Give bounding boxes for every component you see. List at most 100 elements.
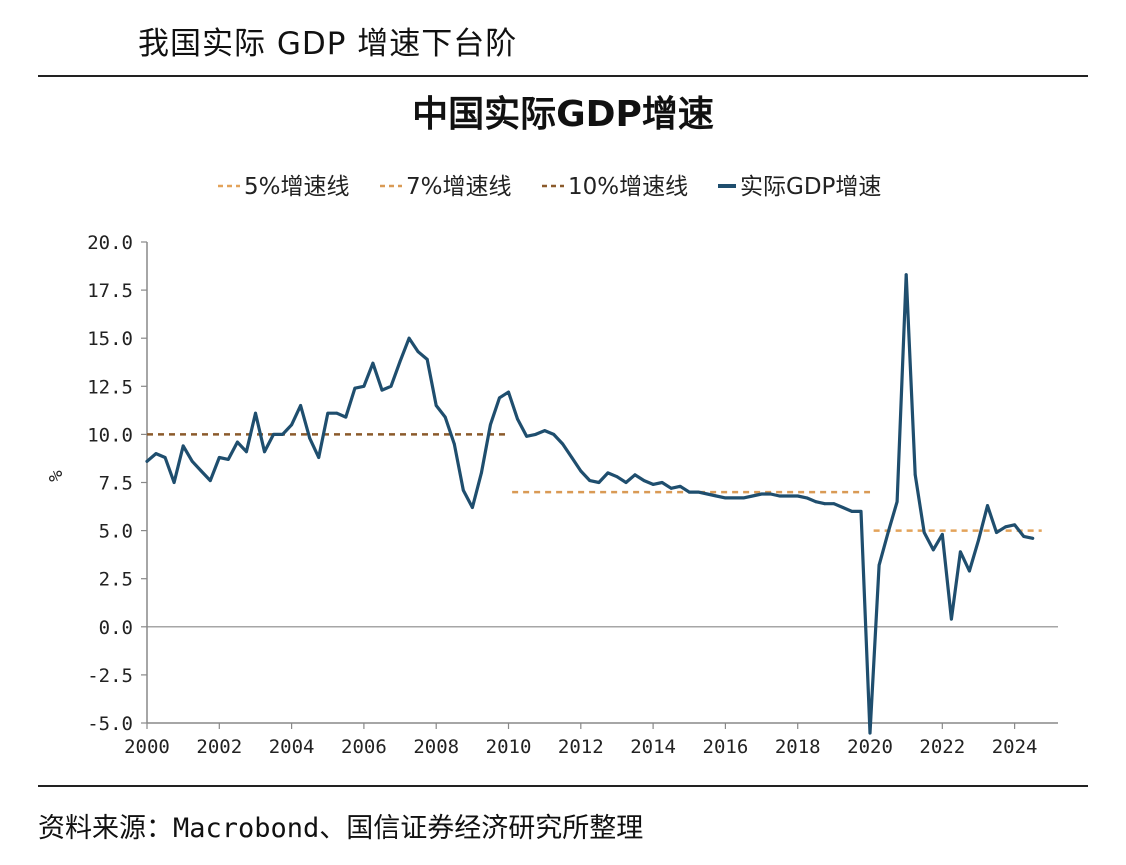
y-tick-label: -5.0 [87, 713, 133, 735]
gdp-data-point [796, 494, 800, 498]
gdp-data-point [480, 471, 483, 475]
x-tick-label: 2016 [703, 736, 749, 758]
gdp-data-point [498, 396, 501, 400]
gdp-data-point [281, 433, 284, 436]
x-tick-label: 2006 [341, 736, 387, 758]
gdp-data-point [398, 359, 402, 363]
gdp-data-point [715, 494, 718, 498]
gdp-data-point [742, 496, 745, 500]
chart-container: 中国实际GDP增速 5%增速线 7%增速线 10%增速线 实际GDP增速 % -… [0, 78, 1126, 783]
gdp-data-point [217, 456, 221, 459]
gdp-growth-series-points [145, 273, 1035, 735]
gdp-data-point [724, 496, 727, 500]
gdp-data-point [1013, 523, 1016, 527]
gdp-data-point [760, 492, 763, 496]
gdp-data-point [172, 481, 176, 484]
x-tick-label: 2002 [196, 736, 242, 758]
gdp-data-point [145, 459, 149, 463]
x-tick-label: 2004 [269, 736, 315, 758]
y-tick-label: -2.5 [87, 665, 133, 687]
gdp-data-point [696, 490, 700, 494]
gdp-data-point [751, 494, 754, 498]
gdp-growth-chart: 中国实际GDP增速 5%增速线 7%增速线 10%增速线 实际GDP增速 % -… [45, 94, 1058, 758]
gdp-data-point [471, 506, 474, 509]
x-tick-label: 2012 [558, 736, 604, 758]
gdp-data-point [434, 404, 438, 407]
gdp-data-point [895, 500, 899, 504]
gdp-data-point [570, 456, 574, 459]
gdp-data-point [371, 361, 375, 365]
gdp-data-point [416, 350, 420, 354]
gdp-data-point [913, 473, 917, 477]
y-axis-ticks: -5.0 -2.5 0.0 2.5 5.0 7.5 10.0 12.5 15.0 17.5 20.0 [87, 232, 147, 735]
gdp-data-point [977, 538, 980, 542]
gdp-data-point [272, 433, 275, 436]
gdp-data-point [959, 550, 962, 554]
gdp-data-point [335, 411, 339, 415]
gdp-data-point [931, 548, 935, 552]
gdp-data-point [850, 510, 854, 513]
y-tick-label: 0.0 [99, 617, 133, 639]
y-tick-label: 20.0 [87, 232, 133, 254]
gdp-data-point [236, 440, 239, 444]
x-tick-label: 2014 [630, 736, 676, 758]
gdp-data-point [669, 486, 673, 490]
legend: 5%增速线 7%增速线 10%增速线 实际GDP增速 [218, 174, 881, 200]
gdp-data-point [606, 471, 610, 475]
y-tick-label: 2.5 [99, 569, 133, 591]
gdp-data-point [950, 617, 953, 621]
gdp-data-point [407, 336, 411, 340]
gdp-data-point [1031, 536, 1035, 540]
gdp-data-point [181, 444, 185, 448]
footer-divider [38, 785, 1088, 787]
gdp-data-point [922, 531, 926, 534]
gdp-data-point [678, 484, 682, 488]
gdp-data-point [362, 384, 366, 388]
gdp-data-point [190, 459, 194, 463]
gdp-data-point [425, 358, 429, 361]
gdp-data-point [660, 481, 664, 484]
gdp-data-point [543, 429, 547, 432]
gdp-data-point [326, 411, 330, 415]
gdp-data-point [254, 411, 257, 415]
gdp-data-point [389, 384, 393, 388]
gdp-data-point [245, 450, 248, 454]
gdp-data-point [552, 433, 556, 436]
x-tick-label: 2000 [124, 736, 170, 758]
gdp-data-point [778, 494, 781, 498]
gdp-data-point [290, 423, 293, 427]
gdp-data-point [940, 533, 944, 536]
gdp-data-point [588, 479, 592, 482]
gdp-data-point [452, 442, 456, 446]
x-axis-ticks: 2000 2002 2004 2006 2008 2010 2012 2014 2016 2018… [124, 723, 1038, 758]
gdp-data-point [263, 450, 266, 454]
y-tick-label: 7.5 [99, 473, 133, 495]
gdp-data-point [859, 510, 863, 513]
gdp-data-point [380, 388, 384, 392]
gdp-data-point [208, 479, 212, 482]
y-axis-label: % [45, 470, 67, 482]
x-tick-label: 2010 [486, 736, 532, 758]
x-tick-label: 2024 [992, 736, 1038, 758]
y-tick-label: 5.0 [99, 521, 133, 543]
gdp-data-point [1004, 525, 1007, 529]
x-tick-label: 2008 [413, 736, 459, 758]
gdp-data-point [986, 504, 989, 507]
y-tick-label: 17.5 [87, 280, 133, 302]
gdp-data-point [443, 415, 447, 419]
gdp-data-point [226, 458, 230, 461]
gdp-data-point [805, 496, 809, 500]
y-tick-label: 12.5 [87, 376, 133, 398]
gdp-data-point [814, 500, 818, 504]
gdp-data-point [507, 390, 510, 394]
y-tick-label: 15.0 [87, 328, 133, 350]
gdp-data-point [344, 415, 348, 419]
source-note: 资料来源：Macrobond、国信证券经济研究所整理 [38, 813, 644, 844]
gdp-data-point [841, 506, 845, 509]
gdp-data-point [1022, 535, 1026, 538]
gdp-data-point [461, 488, 465, 492]
gdp-data-point [353, 386, 357, 390]
gdp-data-point [968, 569, 971, 573]
gdp-data-point [624, 481, 628, 484]
gdp-data-point [995, 531, 998, 534]
